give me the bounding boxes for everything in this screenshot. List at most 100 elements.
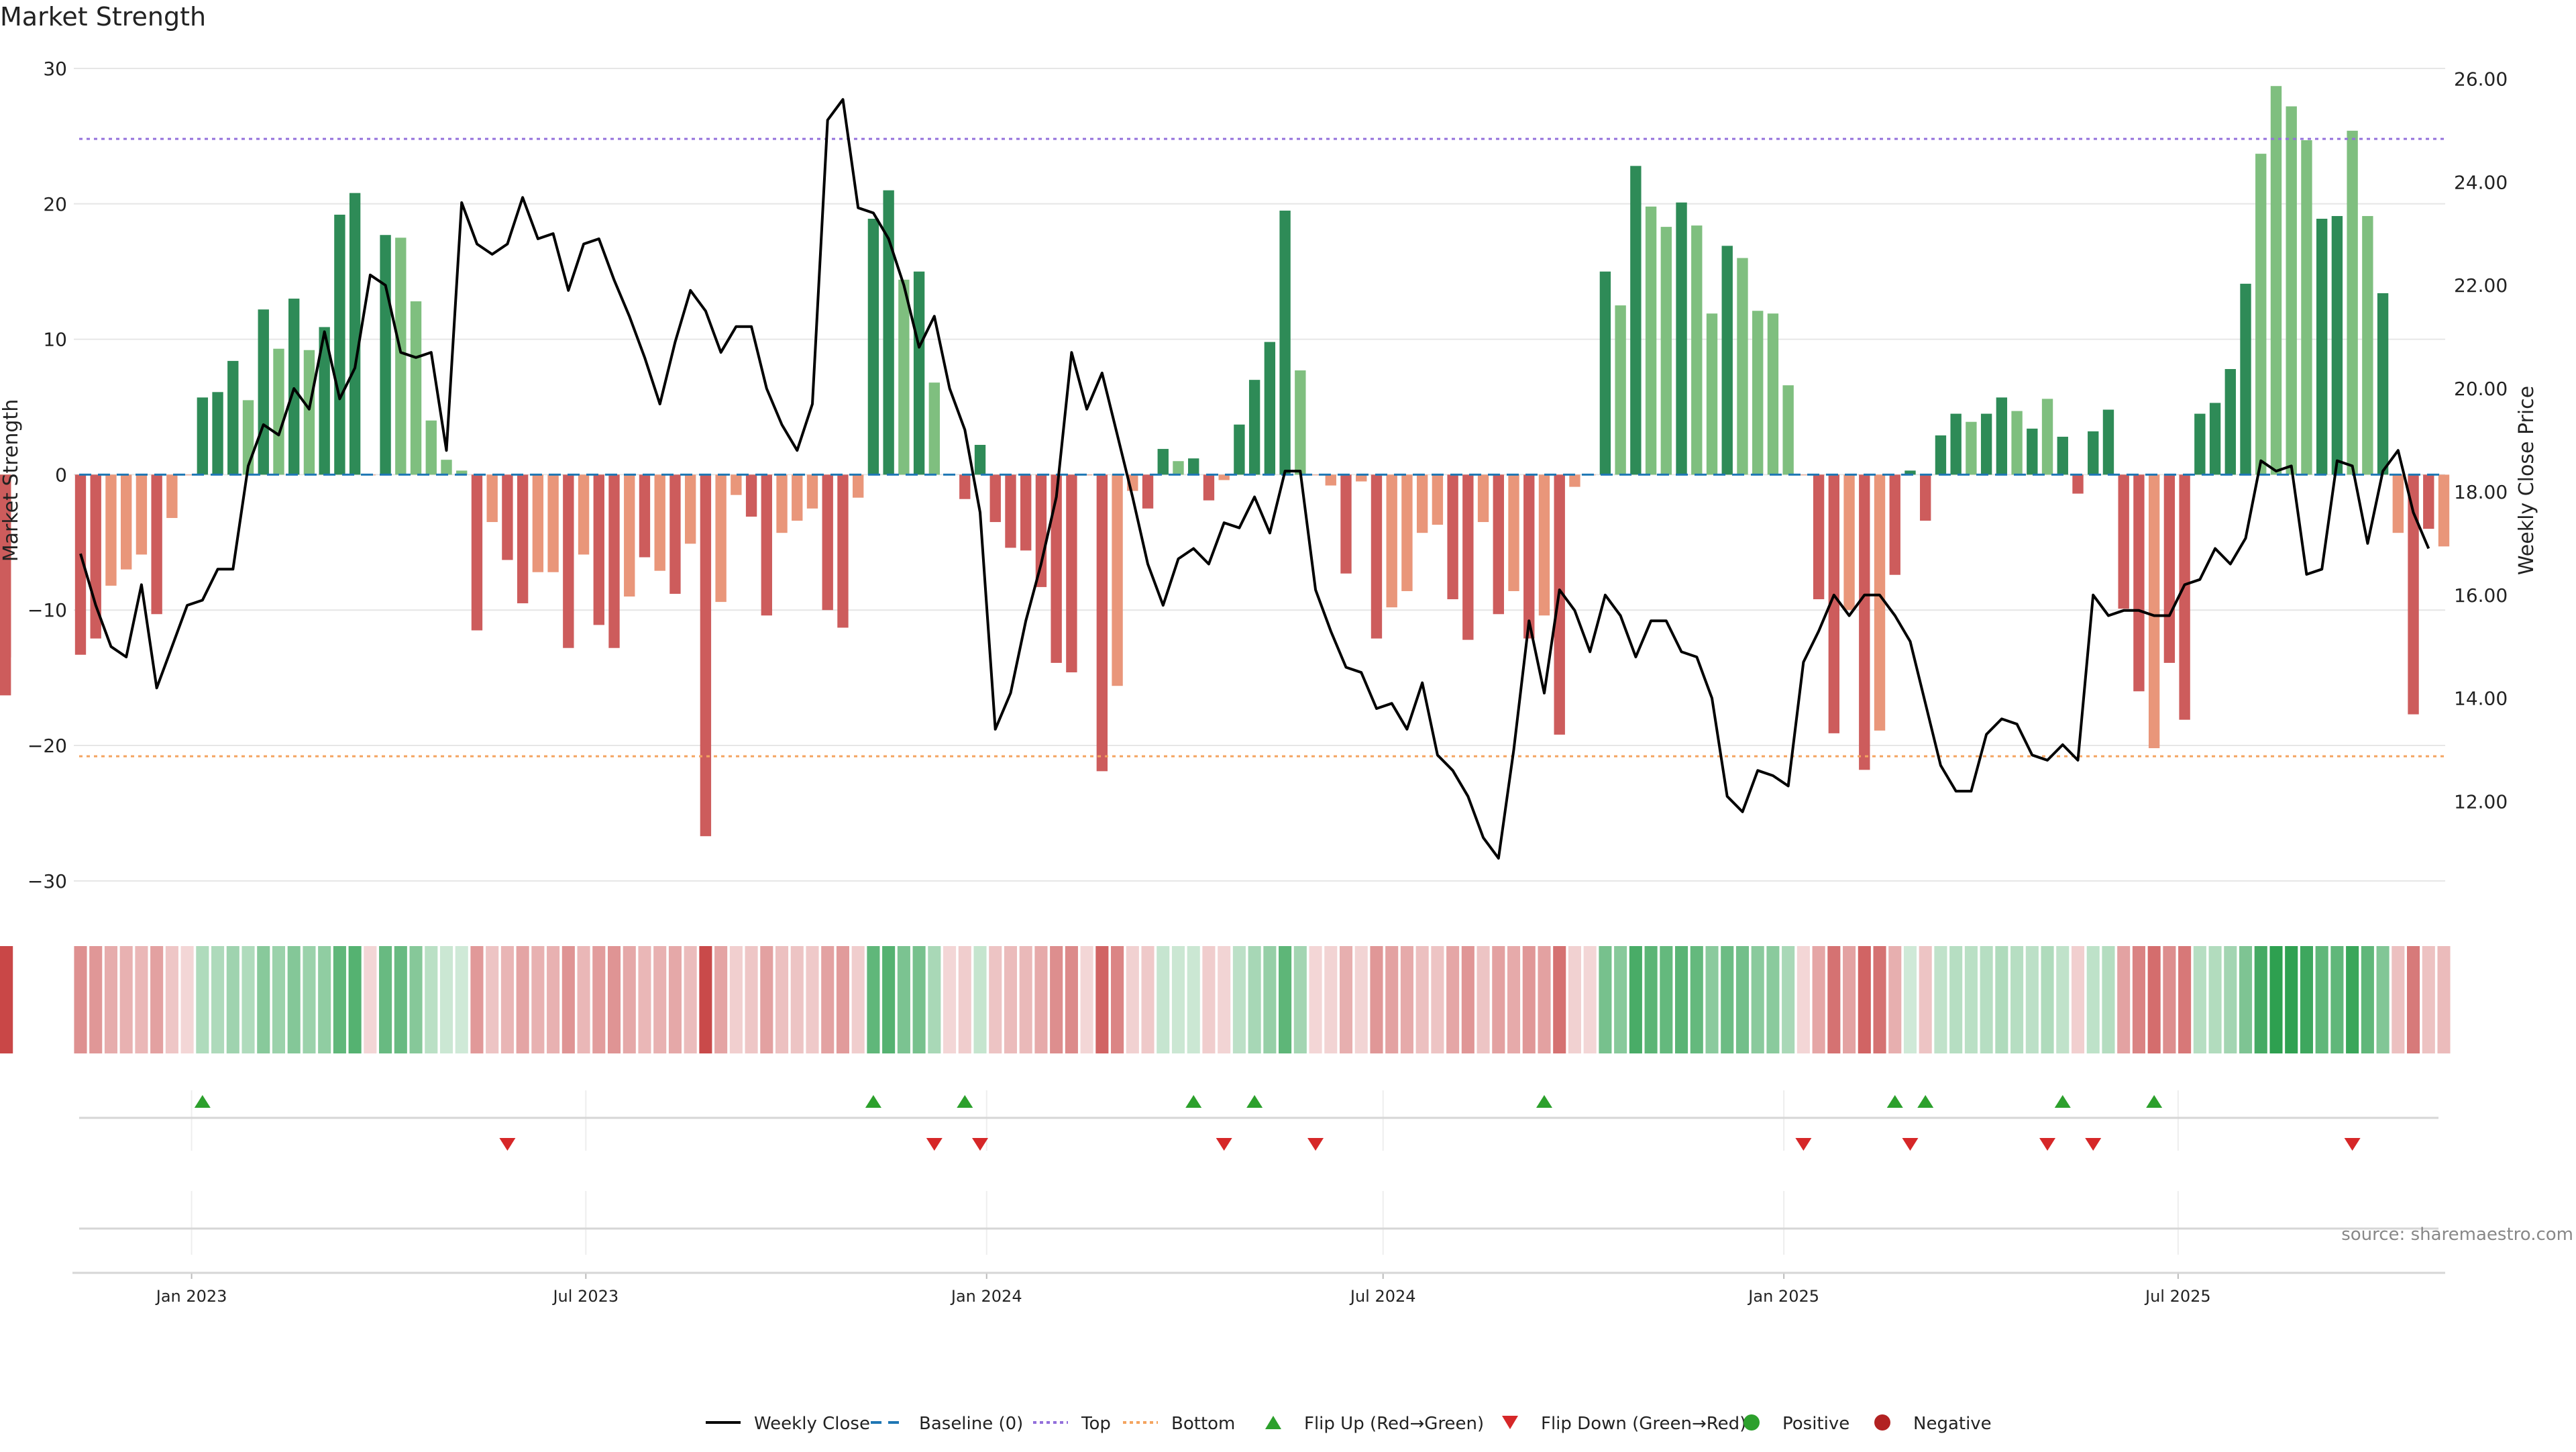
strength-bar: [1554, 474, 1565, 735]
flip-down-marker: [1216, 1138, 1232, 1151]
strength-bar: [2270, 86, 2282, 475]
flip-up-marker: [1917, 1095, 1934, 1108]
strength-bar: [334, 214, 345, 475]
flip-down-marker: [1307, 1138, 1324, 1151]
heat-cell: [425, 946, 438, 1053]
x-tick-label: Jul 2025: [2144, 1287, 2211, 1306]
heat-cell: [2041, 946, 2054, 1053]
strength-bar: [608, 474, 620, 648]
heat-cell: [439, 946, 453, 1053]
heat-cell: [241, 946, 255, 1053]
strength-bar: [745, 474, 757, 517]
strength-bar: [288, 299, 300, 475]
heat-cell: [592, 946, 606, 1053]
strength-bar: [1721, 246, 1733, 475]
strength-bar: [792, 474, 803, 521]
heat-cell: [196, 946, 209, 1053]
strength-bar: [2408, 474, 2419, 715]
x-tick-label: Jul 2024: [1349, 1287, 1416, 1306]
strength-bar: [1386, 474, 1397, 608]
heat-cell: [1050, 946, 1063, 1053]
strength-bar: [517, 474, 529, 604]
heat-cell: [165, 946, 178, 1053]
heat-cell: [287, 946, 301, 1053]
heat-cell: [1019, 946, 1032, 1053]
x-tick-label: Jan 2025: [1747, 1287, 1819, 1306]
strength-bar: [2072, 474, 2084, 494]
y2-tick-label: 24.00: [2454, 171, 2508, 193]
y-tick-label: −30: [28, 870, 67, 892]
flip-down-marker: [2039, 1138, 2056, 1151]
strength-bar: [2438, 474, 2450, 547]
strength-bar: [258, 309, 269, 475]
strength-bar: [410, 301, 422, 475]
heat-cell: [0, 946, 13, 1053]
strength-bar: [1904, 470, 1916, 475]
heat-cell: [1583, 946, 1597, 1053]
panel-axes: [72, 1117, 2445, 1274]
flip-up-marker: [1185, 1095, 1202, 1108]
y-tick-label: 20: [43, 193, 67, 215]
strength-bar: [2224, 369, 2236, 475]
heat-cell: [531, 946, 545, 1053]
strength-bar: [2102, 409, 2114, 475]
heat-cell: [1171, 946, 1185, 1053]
heat-cell: [2147, 946, 2161, 1053]
heat-cell: [1919, 946, 1932, 1053]
strength-bar: [395, 238, 407, 475]
strength-bar: [624, 474, 635, 597]
strength-bar: [2392, 474, 2404, 533]
heat-cell: [2300, 946, 2313, 1053]
chart-title: Market Strength: [0, 2, 206, 32]
heat-cell: [745, 946, 758, 1053]
flip-down-marker: [499, 1138, 516, 1151]
strength-bar: [700, 474, 712, 837]
x-tick-label: Jan 2024: [950, 1287, 1022, 1306]
strength-bar: [654, 474, 665, 571]
strength-bar: [2148, 474, 2160, 749]
heat-cell: [1004, 946, 1018, 1053]
heat-cell: [699, 946, 712, 1053]
heat-cell: [775, 946, 789, 1053]
strength-bar: [486, 474, 498, 523]
strength-bar: [1493, 474, 1504, 615]
strength-bar: [2057, 436, 2068, 475]
strength-bar: [1005, 474, 1016, 548]
strength-bar: [74, 474, 87, 655]
strength-bar: [1096, 474, 1108, 772]
heat-cell: [1522, 946, 1536, 1053]
heat-cell: [2025, 946, 2039, 1053]
heat-cell: [1995, 946, 2008, 1053]
strength-bar: [1508, 474, 1519, 591]
flip-down-marker: [1795, 1138, 1812, 1151]
heat-cell: [1934, 946, 1947, 1053]
heat-cell: [2422, 946, 2435, 1053]
heat-cell: [1858, 946, 1871, 1053]
strength-bar: [1752, 311, 1764, 475]
strength-bar: [1112, 474, 1123, 686]
heat-cell: [1796, 946, 1810, 1053]
heat-cell: [1400, 946, 1413, 1053]
strength-bar: [1782, 385, 1794, 475]
strength-bar: [1874, 474, 1886, 731]
heat-cell: [2392, 946, 2405, 1053]
heat-cell: [1218, 946, 1231, 1053]
strength-bar: [1859, 474, 1870, 770]
heat-cell: [1446, 946, 1460, 1053]
strength-bar: [1157, 449, 1169, 475]
price-line-layer: [79, 98, 2430, 860]
heat-cell: [1187, 946, 1200, 1053]
strength-bar: [273, 348, 284, 475]
heat-cell: [607, 946, 621, 1053]
heat-cell: [1675, 946, 1688, 1053]
legend-label: Top: [1081, 1414, 1111, 1434]
heat-cell: [2346, 946, 2359, 1053]
heat-cell: [74, 946, 87, 1053]
heat-cell: [1492, 946, 1505, 1053]
heat-cell: [364, 946, 377, 1053]
heat-cell: [836, 946, 849, 1053]
strength-bar: [684, 474, 696, 544]
y2-tick-label: 16.00: [2454, 584, 2508, 607]
strength-bar: [197, 397, 209, 475]
heat-cell: [653, 946, 667, 1053]
